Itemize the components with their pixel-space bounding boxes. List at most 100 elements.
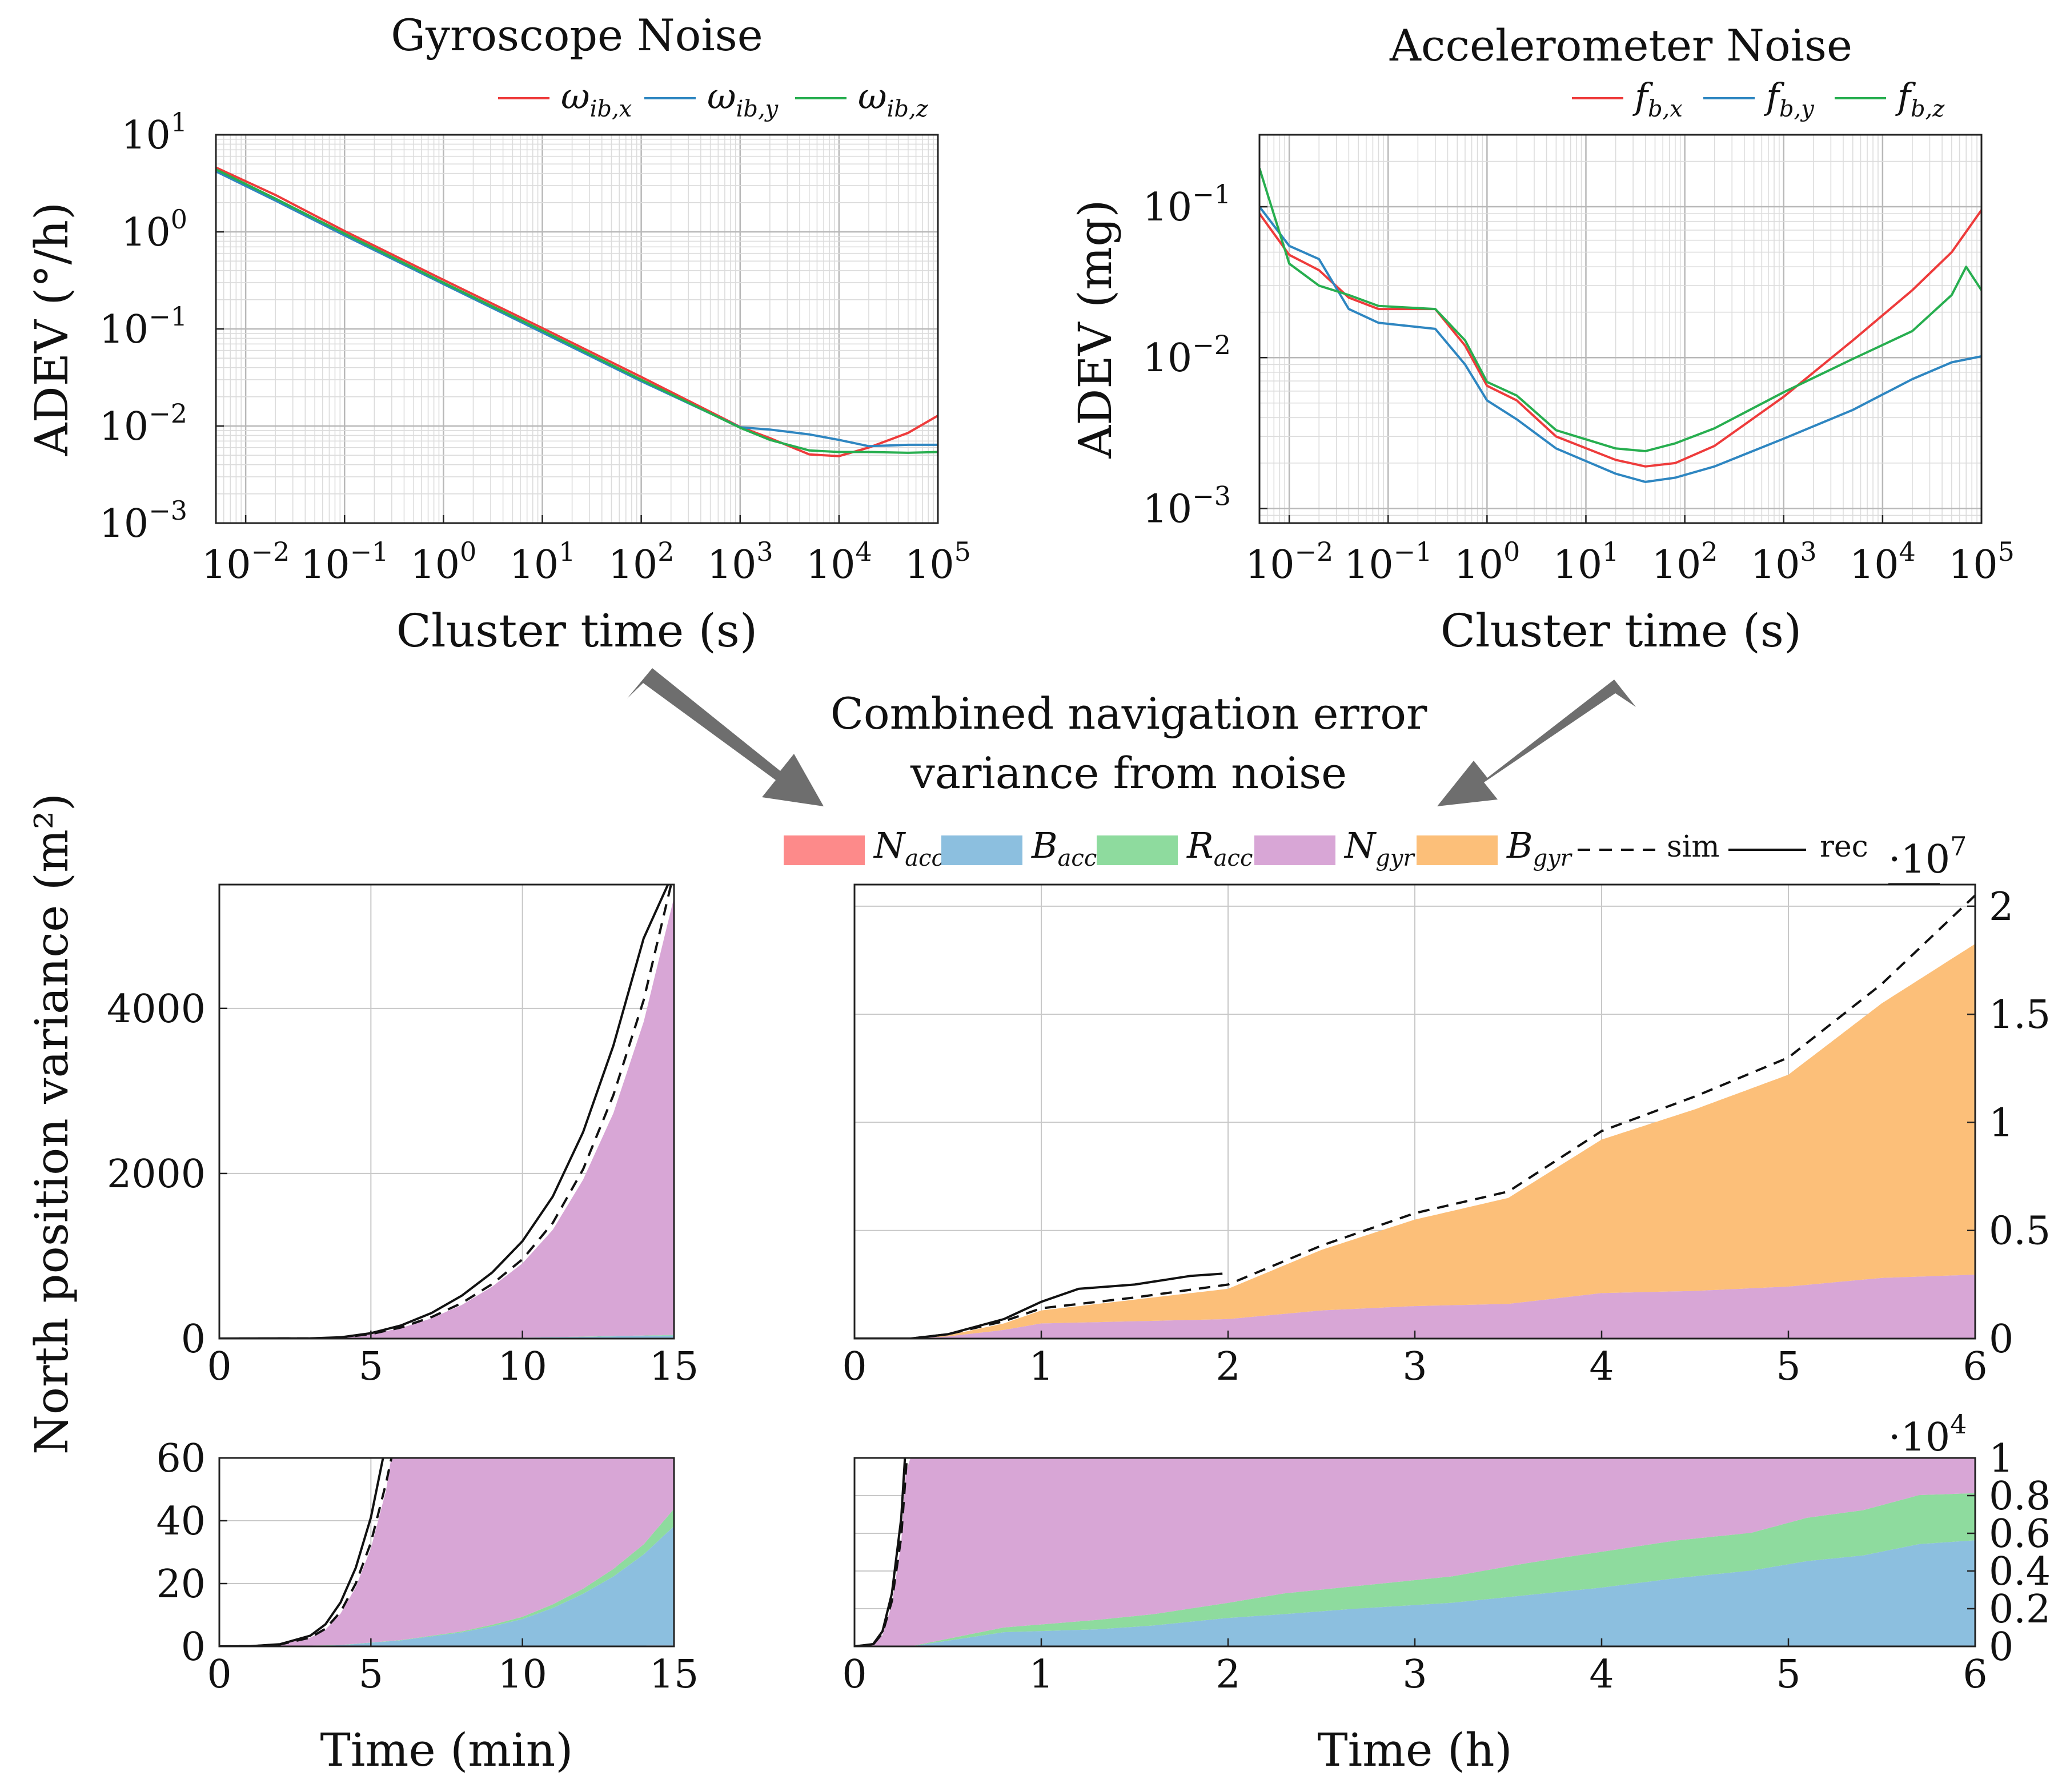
gyro-legend-label-x: ωib,x [561,75,632,122]
accel-series-2 [1259,168,1981,452]
top_right-y-tick-label: 1.5 [1989,993,2051,1038]
bottom-right-multiplier-text: ·104 [1888,1409,1967,1460]
legend-swatch-b-acc [941,835,1022,865]
top_left-y-tick-label: 4000 [107,987,206,1032]
top_right-x-tick-label: 3 [1402,1344,1427,1389]
gyro-x-tick-label: 10−1 [300,536,388,588]
bottom_right-y-tick-label: 0.8 [1989,1474,2051,1519]
gyro-legend: ωib,x ωib,y ωib,z [498,75,929,122]
legend-label-b-acc: Bacc [1031,825,1097,871]
gyro-x-tick-label: 10−2 [202,536,290,588]
bottom_right-y-tick-label: 0.2 [1989,1587,2051,1632]
accel-series [1259,168,1981,483]
accel-legend-label-y: fb,y [1764,75,1815,122]
gyro-x-tick-label: 104 [806,536,872,588]
top_left-area-r-acc [219,1335,674,1339]
bottom-right-multiplier: ·104 [1888,1409,1967,1460]
accel-legend-sub-x: b,x [1648,96,1683,122]
top-right-multiplier-text: ·107 [1888,831,1967,882]
bottom_right-rec-curve [855,1458,906,1646]
right-arrow [1437,680,1636,806]
gyro-legend-main-y: ω [707,75,736,117]
top_left-x-tick-label: 5 [359,1344,383,1389]
bottom_right-y-tick-label: 1 [1989,1436,2013,1481]
gyro-x-tick-label: 105 [905,536,971,588]
accel-y-tick-label: 10−3 [1143,480,1231,532]
top_left-area-n-gyr [219,897,674,1339]
bottom_left-y-tick-label: 20 [156,1562,206,1607]
gyro-legend-main-x: ω [561,75,590,117]
gyro-x-tick-label: 101 [510,536,576,588]
top_right-y-tick-label: 1 [1989,1100,2013,1146]
bottom_right-x-tick-label: 6 [1963,1652,1987,1697]
gyro-y-tick-label: 10−3 [99,495,187,547]
bottom_right-x-tick-label: 0 [842,1652,866,1697]
gyro-legend-sub-y: ib,y [736,96,779,122]
accel-y-axis-label: ADEV (mg) [1069,199,1122,459]
top_right-x-tick-label: 2 [1215,1344,1240,1389]
top_right-y-tick-label: 2 [1989,885,2013,930]
accel-chart: Accelerometer Noise 10−2 10−1 100 101 102 103… [1069,20,2015,657]
gyro-y-tick-label: 100 [121,204,187,255]
stack-legend: Nacc Bacc Racc Ngyr Bgyr sim rec [784,825,1868,871]
legend-label-n-gyr: Ngyr [1343,825,1415,871]
left-arrow-shape [627,668,824,806]
bottom_left-area-b-acc [219,1526,674,1646]
accel-x-tick-label: 105 [1948,536,2015,588]
accel-y-tick-label: 10−2 [1143,330,1231,381]
top_left-x-tick-label: 10 [498,1344,547,1389]
center-caption-line2: variance from noise [910,748,1347,798]
top_right-x-tick-label: 6 [1963,1344,1987,1389]
bottom_right-x-tick-label: 5 [1776,1652,1800,1697]
bottom_left-y-tick-label: 0 [181,1625,206,1670]
north-variance-label-text: North position variance (m²) [25,793,78,1455]
accel-series-0 [1259,209,1981,468]
top_right-area-b-gyr [855,943,1975,1339]
top-left-chart: 0 5 10 15 0 2000 4000 [107,883,699,1389]
accel-series-1 [1259,206,1981,483]
accel-x-tick-label: 101 [1553,536,1619,588]
gyro-y-tick-label: 10−1 [99,301,187,352]
gyro-legend-main-z: ω [858,75,887,117]
top_left-rec-curve [219,885,669,1339]
bottom_left-plot-area [219,1458,674,1646]
accel-x-tick-label: 103 [1751,536,1817,588]
legend-label-b-gyr: Bgyr [1506,825,1573,871]
accel-x-axis-label: Cluster time (s) [1441,604,1802,657]
gyro-series [216,166,938,457]
bottom_left-x-tick-label: 5 [359,1652,383,1697]
accel-x-tick-label: 104 [1850,536,1916,588]
gyro-y-tick-label: 101 [121,107,187,158]
bottom_left-x-tick-label: 10 [498,1652,547,1697]
top_left-plot-area [219,885,674,1339]
gyro-series-2 [216,168,938,454]
accel-y-tick-label: 10−1 [1143,179,1231,230]
top_left-x-tick-label: 0 [207,1344,231,1389]
gyro-legend-label-y: ωib,y [707,75,779,122]
accel-x-tick-label: 100 [1454,536,1520,588]
accel-legend-sub-z: b,z [1911,96,1945,122]
bottom_right-x-tick-label: 1 [1029,1652,1053,1697]
bottom_right-x-tick-label: 2 [1215,1652,1240,1697]
bottom_right-area-n-gyr [855,1458,1975,1646]
accel-title: Accelerometer Noise [1389,20,1852,71]
bottom-right-x-axis-label: Time (h) [1317,1723,1513,1777]
bottom_left-y-tick-label: 40 [156,1499,206,1544]
gyro-legend-label-z: ωib,z [858,75,929,122]
accel-legend-sub-y: b,y [1779,96,1815,122]
top-right-chart: 0 1 2 3 4 5 600.511.52 [842,883,2051,1389]
accel-x-ticks: 10−2 10−1 100 101 102 103 104 105 [1245,515,2015,588]
gyro-y-ticks: 10−3 10−2 10−1 100 101 [99,107,224,547]
top_right-x-tick-label: 0 [842,1344,866,1389]
gyro-x-tick-label: 103 [707,536,773,588]
accel-axes-frame [1258,134,1983,524]
bottom_right-y-tick-label: 0.6 [1989,1512,2051,1557]
top_right-area-n-gyr [855,1275,1975,1339]
gyro-chart: Gyroscope Noise 10−2 10−1 100 101 102 103 104 1… [25,10,971,657]
top_left-y-tick-label: 2000 [107,1152,206,1197]
left-arrow [627,668,824,806]
bottom_right-x-tick-label: 3 [1402,1652,1427,1697]
center-caption-line1: Combined navigation error [831,688,1427,739]
top_left-axes-frame [218,883,675,1340]
